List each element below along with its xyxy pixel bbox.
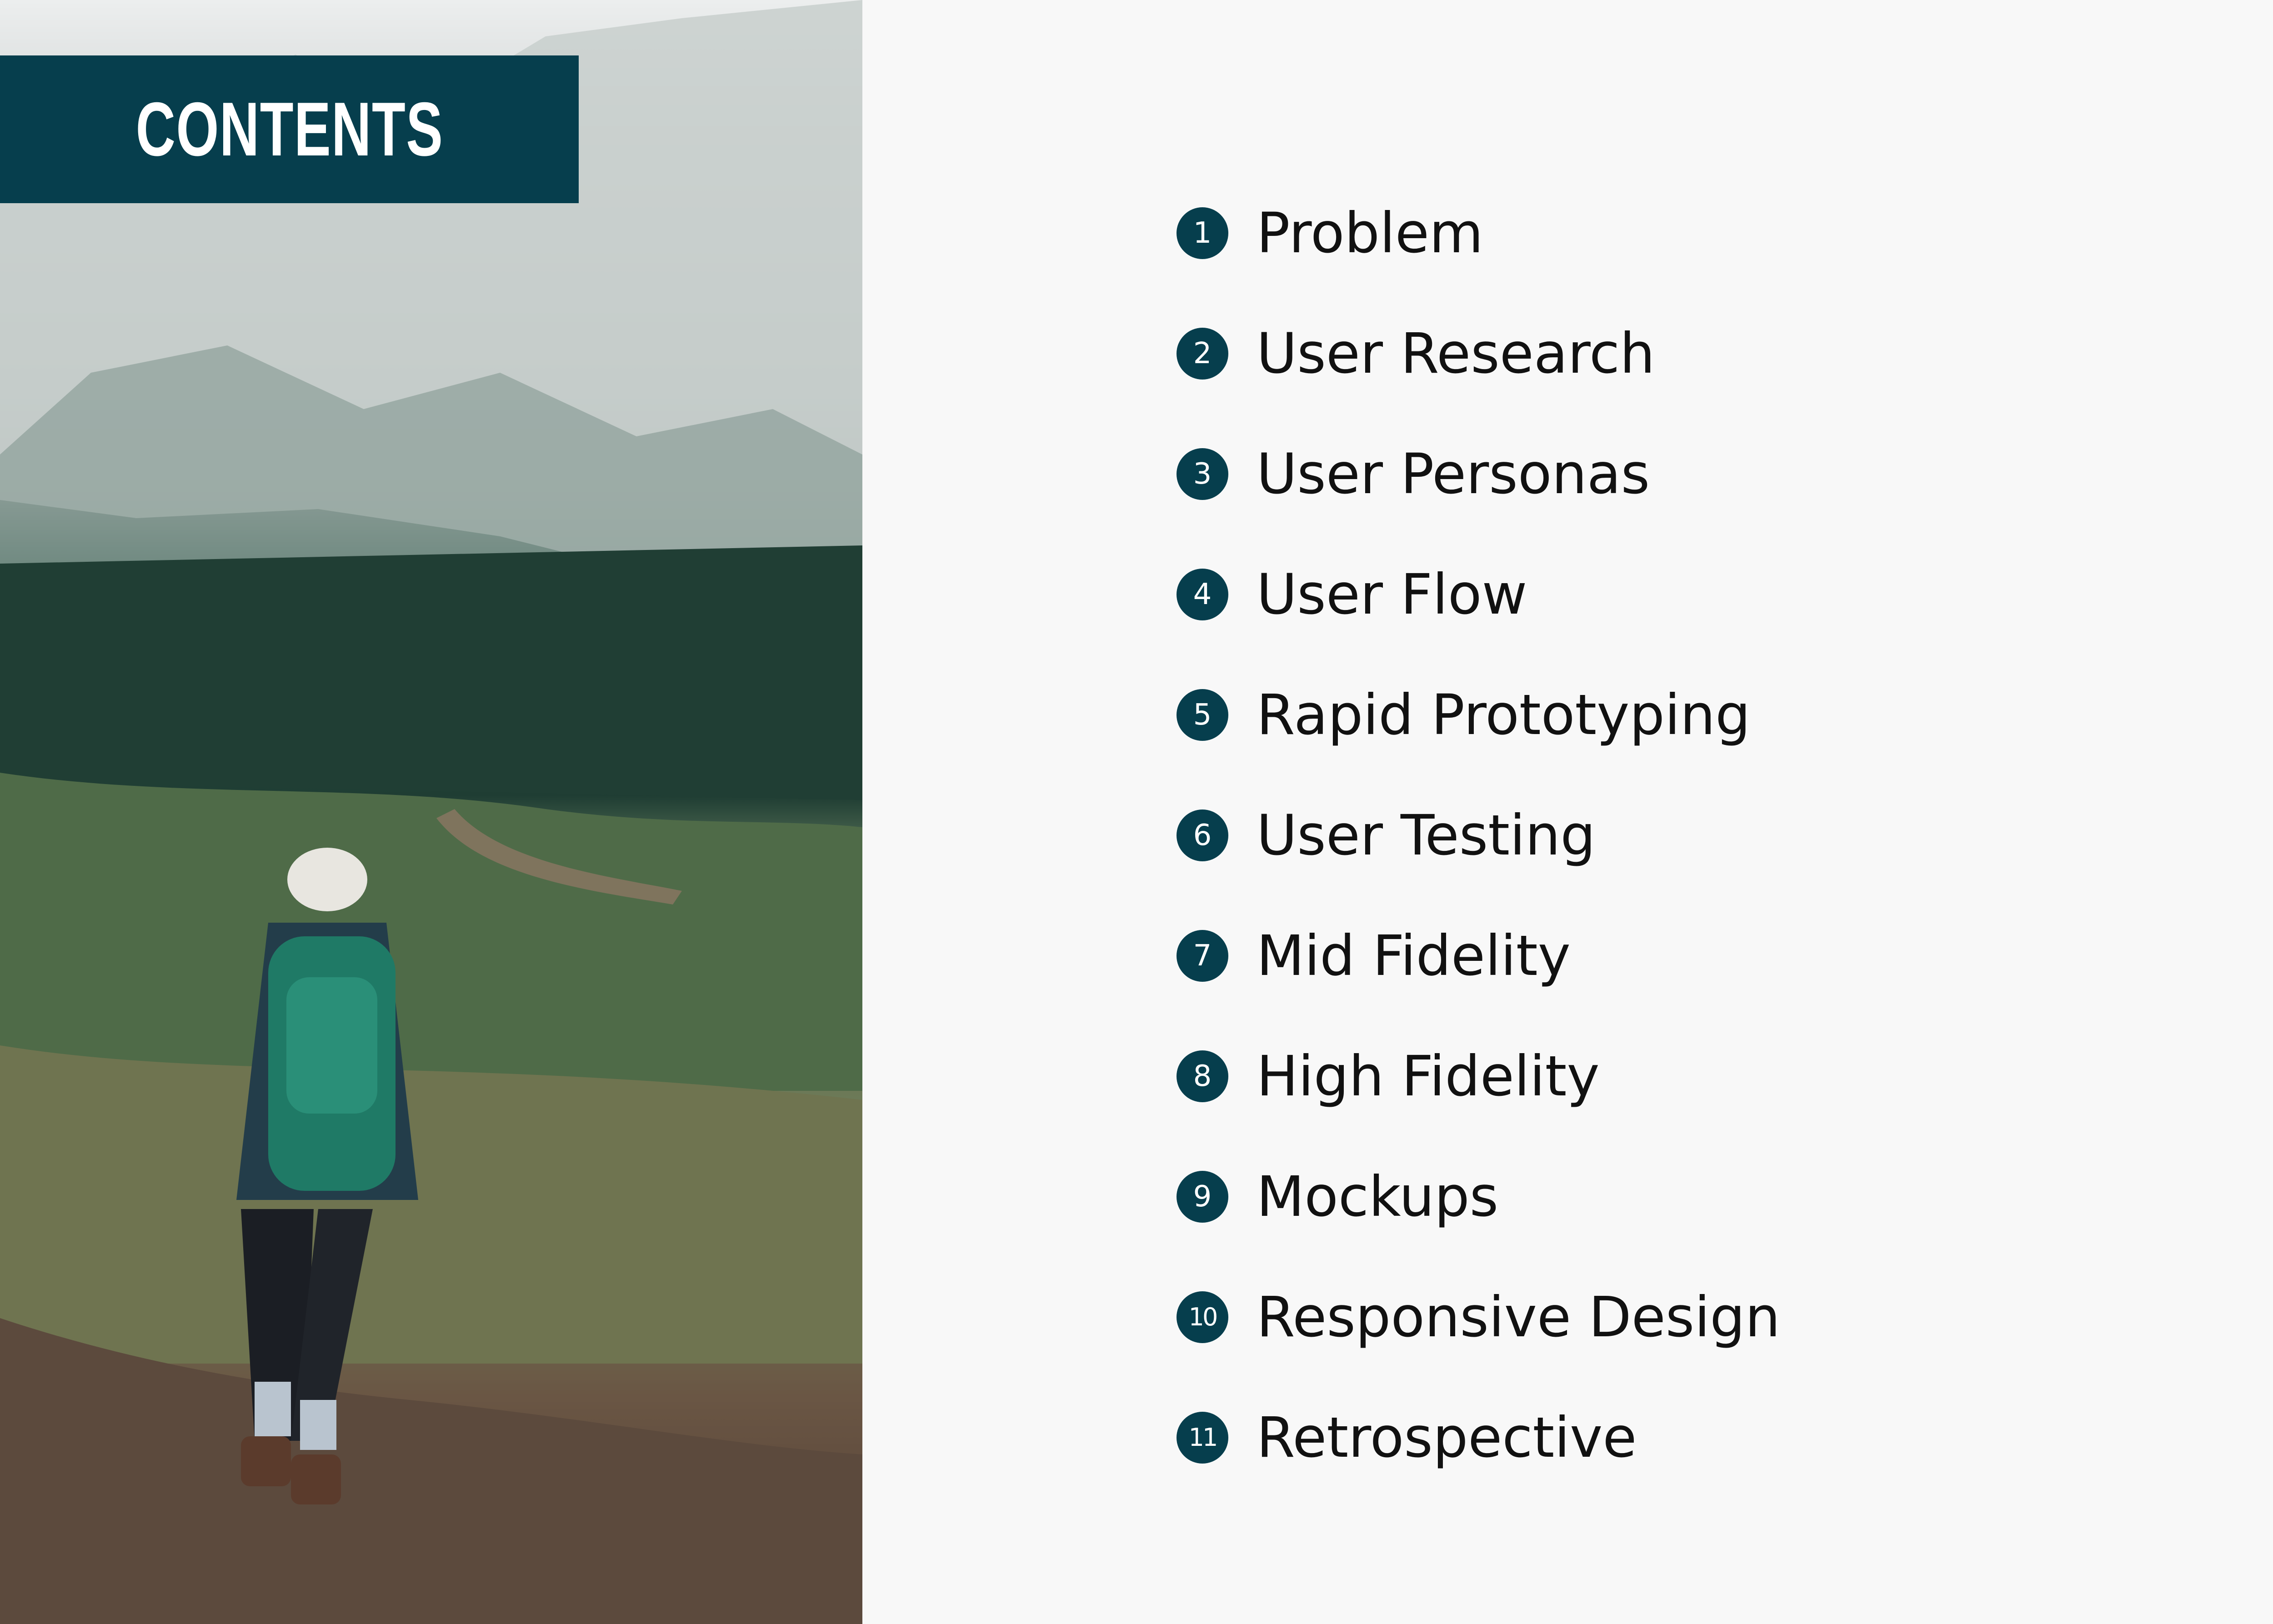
toc-number-badge: 3: [1177, 448, 1228, 500]
toc-item-label: User Personas: [1257, 441, 1650, 506]
hiker-photo: [0, 0, 862, 1624]
toc-item: 5 Rapid Prototyping: [1177, 655, 1780, 775]
page-title: CONTENTS: [135, 86, 443, 172]
toc-item-label: User Flow: [1257, 562, 1527, 627]
toc-item: 3 User Personas: [1177, 414, 1780, 534]
toc-number-badge: 7: [1177, 929, 1228, 982]
toc-item-label: Mid Fidelity: [1257, 923, 1571, 988]
toc-item: 2 User Research: [1177, 293, 1780, 414]
toc-item-label: Retrospective: [1257, 1405, 1637, 1470]
toc-number-badge: 9: [1177, 1170, 1228, 1223]
toc-number-badge: 10: [1177, 1291, 1228, 1343]
contents-banner: CONTENTS: [0, 55, 579, 203]
toc-item: 8 High Fidelity: [1177, 1016, 1780, 1136]
toc-item: 9 Mockups: [1177, 1136, 1780, 1257]
toc-item: 11 Retrospective: [1177, 1377, 1780, 1498]
toc-item-label: Rapid Prototyping: [1257, 682, 1751, 747]
toc-number-badge: 1: [1177, 207, 1228, 259]
toc-item: 1 Problem: [1177, 173, 1780, 293]
toc-item: 6 User Testing: [1177, 775, 1780, 895]
toc-item-label: Mockups: [1257, 1164, 1499, 1229]
toc-number-badge: 2: [1177, 327, 1228, 380]
toc-item: 4 User Flow: [1177, 534, 1780, 655]
hiker-figure: [236, 848, 418, 1504]
toc-number-badge: 6: [1177, 809, 1228, 861]
toc-item: 7 Mid Fidelity: [1177, 895, 1780, 1016]
toc-item-label: Responsive Design: [1257, 1284, 1781, 1349]
toc-item-label: User Research: [1257, 321, 1655, 386]
toc-item: 10 Responsive Design: [1177, 1257, 1780, 1377]
toc-item-label: User Testing: [1257, 803, 1596, 868]
toc-number-badge: 8: [1177, 1050, 1228, 1102]
toc-number-badge: 4: [1177, 568, 1228, 620]
mountain-landscape-illustration: [0, 0, 862, 1624]
toc-item-label: High Fidelity: [1257, 1044, 1600, 1109]
table-of-contents: 1 Problem 2 User Research 3 User Personas 4 Use…: [1177, 173, 1780, 1498]
toc-number-badge: 5: [1177, 689, 1228, 741]
toc-item-label: Problem: [1257, 200, 1483, 265]
toc-number-badge: 11: [1177, 1411, 1228, 1464]
